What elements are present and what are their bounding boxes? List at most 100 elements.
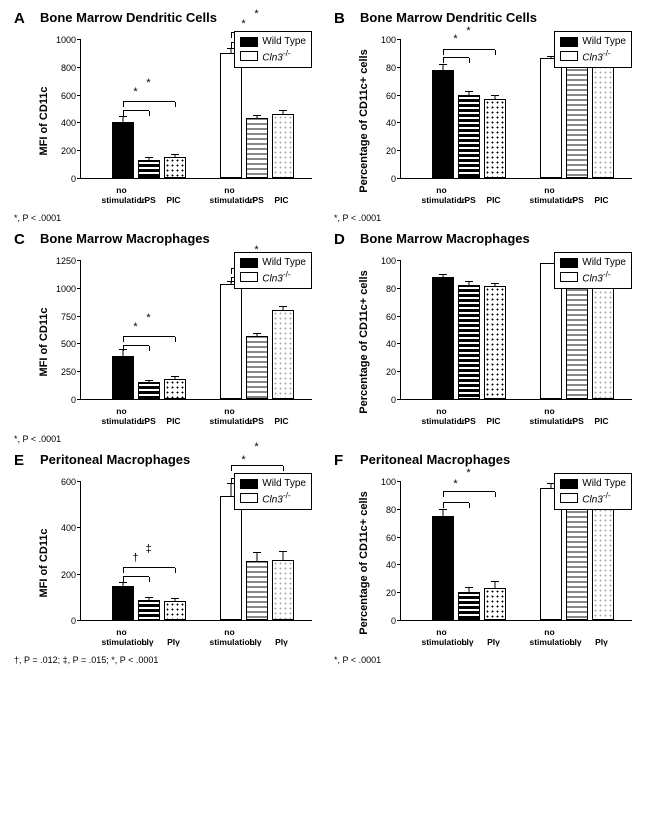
x-tick-label: PIC: [474, 196, 514, 205]
error-cap: [491, 283, 499, 284]
y-tick-label: 20: [370, 588, 396, 598]
y-axis-label: Percentage of CD11c+ cells: [358, 270, 370, 413]
significance-marker: *: [453, 478, 457, 490]
bar: [246, 561, 268, 620]
y-tick-mark: [397, 592, 401, 593]
legend-label-wt: Wild Type: [262, 36, 306, 47]
error-cap: [465, 587, 473, 588]
significance-drop: [149, 111, 150, 116]
legend-swatch-ko: [240, 51, 258, 61]
error-bar: [494, 582, 495, 588]
y-tick-label: 80: [370, 284, 396, 294]
error-cap: [465, 281, 473, 282]
bar: [458, 592, 480, 620]
error-cap: [279, 551, 287, 552]
y-tick-mark: [397, 288, 401, 289]
significance-marker: *: [133, 86, 137, 98]
error-bar: [122, 117, 123, 123]
legend-label-wt: Wild Type: [582, 257, 626, 268]
significance-marker: *: [146, 77, 150, 89]
y-tick-label: 60: [370, 312, 396, 322]
panel-title: Bone Marrow Dendritic Cells: [40, 10, 320, 25]
error-bar: [148, 158, 149, 160]
y-tick-label: 0: [370, 616, 396, 626]
bar: [220, 496, 242, 620]
y-tick-label: 20: [370, 367, 396, 377]
x-tick-label: PIγ: [474, 638, 514, 647]
panel-letter: C: [14, 231, 25, 248]
y-tick-mark: [397, 122, 401, 123]
chart-box: Wild TypeCln3-/-MFI of CD11c****02004006…: [50, 31, 316, 211]
y-tick-mark: [77, 122, 81, 123]
y-tick-mark: [397, 95, 401, 96]
significance-drop: [149, 577, 150, 582]
bar: [246, 118, 268, 178]
y-tick-label: 1250: [50, 256, 76, 266]
bar: [458, 95, 480, 178]
error-cap: [253, 333, 261, 334]
x-tick-label: PIγ: [154, 638, 194, 647]
y-tick-mark: [397, 67, 401, 68]
bar: [592, 64, 614, 178]
bar: [164, 601, 186, 620]
chart-box: Wild TypeCln3-/-MFI of CD11c†‡**02004006…: [50, 473, 316, 653]
significance-drop: [123, 577, 124, 582]
legend-label-ko: Cln3-/-: [582, 48, 610, 63]
legend-label-ko: Cln3-/-: [262, 490, 290, 505]
x-tick-label: PIC: [154, 196, 194, 205]
panel-title: Bone Marrow Macrophages: [360, 231, 640, 246]
significance-drop: [231, 278, 232, 283]
y-tick-label: 200: [50, 146, 76, 156]
y-tick-mark: [77, 481, 81, 482]
panel-letter: F: [334, 452, 343, 469]
y-tick-label: 400: [50, 118, 76, 128]
y-tick-mark: [77, 288, 81, 289]
x-tick-label: PIC: [474, 417, 514, 426]
error-bar: [468, 282, 469, 285]
footnote: *, P < .0001: [14, 434, 320, 444]
bar: [112, 356, 134, 399]
error-bar: [468, 588, 469, 592]
y-tick-mark: [77, 620, 81, 621]
significance-drop: [443, 492, 444, 497]
y-tick-label: 500: [50, 339, 76, 349]
error-bar: [494, 96, 495, 99]
bar: [112, 122, 134, 178]
bar: [246, 336, 268, 399]
y-tick-label: 0: [50, 174, 76, 184]
panel-C: CBone Marrow MacrophagesWild TypeCln3-/-…: [10, 231, 320, 444]
y-tick-mark: [77, 343, 81, 344]
y-tick-mark: [397, 178, 401, 179]
error-cap: [253, 115, 261, 116]
y-tick-label: 60: [370, 91, 396, 101]
error-cap: [439, 64, 447, 65]
bar: [484, 588, 506, 620]
y-tick-mark: [397, 39, 401, 40]
error-cap: [171, 154, 179, 155]
significance-marker: *: [466, 467, 470, 479]
y-tick-mark: [397, 509, 401, 510]
error-cap: [279, 110, 287, 111]
y-tick-label: 100: [370, 256, 396, 266]
significance-drop: [123, 346, 124, 351]
significance-bracket: [123, 576, 149, 577]
y-tick-label: 0: [370, 395, 396, 405]
error-cap: [253, 552, 261, 553]
error-bar: [256, 553, 257, 561]
significance-bracket: [123, 336, 175, 337]
significance-drop: [231, 269, 232, 274]
significance-drop: [231, 43, 232, 48]
legend-swatch-wt: [560, 258, 578, 268]
error-bar: [230, 49, 231, 53]
panel-letter: E: [14, 452, 24, 469]
y-tick-mark: [397, 343, 401, 344]
bar: [220, 284, 242, 399]
y-tick-label: 250: [50, 367, 76, 377]
footnote: †, P = .012; ‡, P = .015; *, P < .0001: [14, 655, 320, 665]
error-bar: [550, 484, 551, 488]
error-cap: [491, 581, 499, 582]
error-bar: [282, 111, 283, 114]
bar: [138, 382, 160, 399]
significance-drop: [495, 50, 496, 55]
y-tick-label: 60: [370, 533, 396, 543]
